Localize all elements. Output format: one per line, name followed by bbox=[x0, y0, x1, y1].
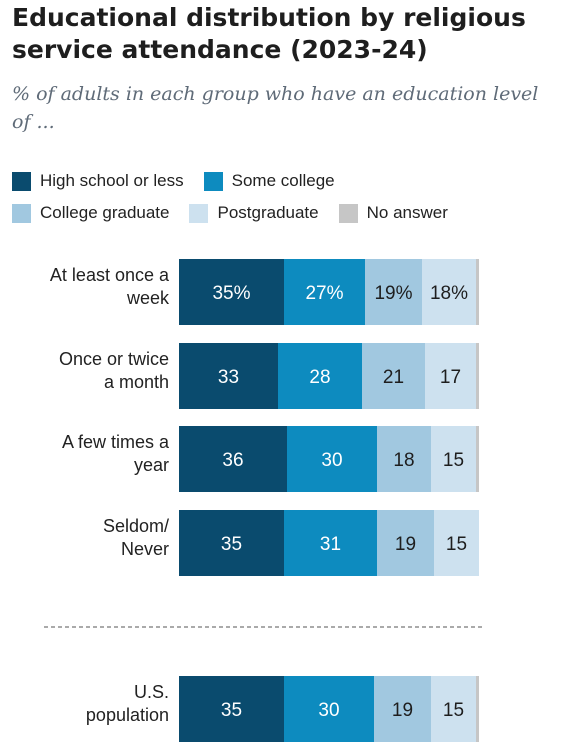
bar-seldom-never-postgraduate bbox=[434, 510, 479, 576]
bar-once-or-twice-a-month-college-graduate bbox=[362, 343, 425, 409]
bar-at-least-once-a-week-postgraduate bbox=[422, 259, 476, 325]
bar-seldom-never-some-college bbox=[284, 510, 377, 576]
category-label-seldom-never: Seldom/Never bbox=[103, 516, 169, 559]
bar-once-or-twice-a-month-no-answer bbox=[476, 343, 479, 409]
data-label-once-or-twice-a-month-high-school-or-less: 33 bbox=[218, 367, 239, 388]
legend-row-1: High school or less Some college bbox=[12, 171, 355, 191]
bar-a-few-times-a-year-high-school-or-less bbox=[179, 426, 287, 492]
category-label-at-least-once-a-week: At least once a week bbox=[50, 265, 170, 308]
legend-swatch-no-answer bbox=[338, 203, 358, 223]
legend-label-high-school: High school or less bbox=[40, 171, 184, 190]
stacked-bar-chart: At least once a week 35% 27% 19% 18% Once or t… bbox=[44, 259, 482, 742]
data-label-seldom-never-high-school-or-less: 35 bbox=[221, 534, 242, 555]
bar-at-least-once-a-week-college-graduate bbox=[365, 259, 422, 325]
data-label-u-s-population-some-college: 30 bbox=[318, 700, 339, 721]
bar-once-or-twice-a-month-postgraduate bbox=[425, 343, 476, 409]
legend-item-some-college: Some college bbox=[203, 171, 335, 191]
data-label-u-s-population-college-graduate: 19 bbox=[392, 700, 413, 721]
legend-item-no-answer: No answer bbox=[338, 203, 448, 223]
bar-at-least-once-a-week-high-school-or-less bbox=[179, 259, 284, 325]
data-label-a-few-times-a-year-postgraduate: 15 bbox=[443, 450, 464, 471]
data-label-once-or-twice-a-month-college-graduate: 21 bbox=[383, 367, 404, 388]
chart-subtitle: % of adults in each group who have an ed… bbox=[12, 83, 539, 133]
legend-label-postgraduate: Postgraduate bbox=[217, 203, 319, 222]
category-label-a-few-times-a-year: A few times a year bbox=[62, 432, 170, 475]
data-label-seldom-never-postgraduate: 15 bbox=[446, 534, 467, 555]
data-label-at-least-once-a-week-some-college: 27% bbox=[305, 283, 343, 304]
data-label-a-few-times-a-year-high-school-or-less: 36 bbox=[222, 450, 243, 471]
data-label-a-few-times-a-year-college-graduate: 18 bbox=[393, 450, 414, 471]
bar-u-s-population-no-answer bbox=[476, 676, 479, 742]
legend-swatch-college-graduate bbox=[12, 203, 31, 223]
data-label-u-s-population-high-school-or-less: 35 bbox=[221, 700, 242, 721]
data-label-at-least-once-a-week-high-school-or-less: 35% bbox=[212, 283, 250, 304]
bar-u-s-population-postgraduate bbox=[431, 676, 476, 742]
legend-row-2: College graduate Postgraduate No answer bbox=[12, 203, 468, 223]
bar-a-few-times-a-year-postgraduate bbox=[431, 426, 476, 492]
data-label-seldom-never-some-college: 31 bbox=[320, 534, 341, 555]
legend-item-postgraduate: Postgraduate bbox=[189, 203, 319, 223]
bar-a-few-times-a-year-some-college bbox=[287, 426, 377, 492]
legend-label-college-graduate: College graduate bbox=[40, 203, 170, 222]
bar-seldom-never-high-school-or-less bbox=[179, 510, 284, 576]
bar-a-few-times-a-year-college-graduate bbox=[377, 426, 431, 492]
bar-u-s-population-high-school-or-less bbox=[179, 676, 284, 742]
bar-at-least-once-a-week-some-college bbox=[284, 259, 365, 325]
data-label-seldom-never-college-graduate: 19 bbox=[395, 534, 416, 555]
bar-at-least-once-a-week-no-answer bbox=[476, 259, 479, 325]
chart-title: Educational distribution by religious se… bbox=[12, 3, 526, 64]
category-label-u-s-population: U.S. population bbox=[86, 682, 169, 725]
legend-item-high-school: High school or less bbox=[12, 171, 184, 191]
legend-swatch-postgraduate bbox=[189, 203, 209, 223]
bar-u-s-population-college-graduate bbox=[374, 676, 431, 742]
category-label-once-or-twice-a-month: Once or twice a month bbox=[59, 349, 169, 392]
data-label-at-least-once-a-week-college-graduate: 19% bbox=[374, 283, 412, 304]
bar-once-or-twice-a-month-high-school-or-less bbox=[179, 343, 278, 409]
bar-once-or-twice-a-month-some-college bbox=[278, 343, 362, 409]
bar-a-few-times-a-year-no-answer bbox=[476, 426, 479, 492]
legend-swatch-high-school bbox=[12, 171, 31, 191]
legend-label-some-college: Some college bbox=[231, 171, 335, 190]
legend-swatch-some-college bbox=[203, 171, 223, 191]
data-label-a-few-times-a-year-some-college: 30 bbox=[321, 450, 342, 471]
data-label-once-or-twice-a-month-postgraduate: 17 bbox=[440, 367, 461, 388]
bar-seldom-never-college-graduate bbox=[377, 510, 434, 576]
data-label-at-least-once-a-week-postgraduate: 18% bbox=[430, 283, 468, 304]
data-label-once-or-twice-a-month-some-college: 28 bbox=[309, 367, 330, 388]
bar-u-s-population-some-college bbox=[284, 676, 374, 742]
legend-label-no-answer: No answer bbox=[366, 203, 448, 222]
data-label-u-s-population-postgraduate: 15 bbox=[443, 700, 464, 721]
legend-item-college-graduate: College graduate bbox=[12, 203, 169, 223]
